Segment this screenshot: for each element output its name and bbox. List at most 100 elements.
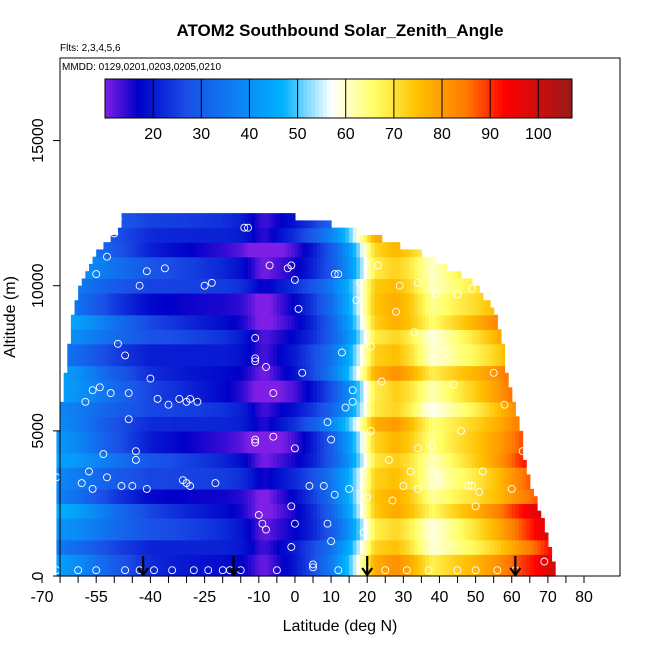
heatmap-cell [150,488,155,497]
heatmap-cell [186,467,191,475]
heatmap-cell [305,459,310,468]
heatmap-cell [197,474,202,483]
heatmap-cell [414,503,419,512]
heatmap-cell [461,430,466,439]
heatmap-cell [107,517,112,526]
heatmap-cell [197,481,202,490]
heatmap-cell [284,351,289,359]
heatmap-cell [298,488,303,497]
heatmap-cell [374,322,379,330]
heatmap-cell [128,525,133,534]
heatmap-cell [157,525,162,534]
heatmap-cell [320,358,325,367]
heatmap-cell [128,343,133,352]
heatmap-cell [56,532,61,541]
heatmap-cell [417,387,422,396]
heatmap-cell [374,358,379,367]
heatmap-cell [309,546,314,555]
heatmap-cell [88,322,94,330]
heatmap-cell [461,525,466,534]
heatmap-cell [273,336,278,345]
heatmap-cell [359,387,365,396]
heatmap-cell [432,445,437,454]
heatmap-cell [432,380,437,388]
heatmap-cell [182,510,188,519]
heatmap-cell [125,336,130,345]
heatmap-cell [121,517,126,526]
heatmap-cell [284,568,289,577]
heatmap-cell [356,358,361,367]
heatmap-cell [154,467,159,475]
heatmap-cell [204,503,209,512]
heatmap-cell [302,394,307,403]
heatmap-cell [74,438,79,446]
heatmap-cell [453,554,459,563]
heatmap-cell [85,539,90,548]
heatmap-cell [121,561,126,570]
heatmap-cell [172,336,177,345]
heatmap-cell [435,452,441,461]
heatmap-cell [432,409,437,417]
heatmap-cell [294,568,300,577]
heatmap-cell [182,554,188,563]
heatmap-cell [125,300,130,309]
heatmap-cell [464,322,469,330]
heatmap-cell [182,488,188,497]
heatmap-cell [103,503,108,512]
heatmap-cell [313,307,318,316]
heatmap-cell [482,423,488,432]
heatmap-cell [172,314,177,323]
heatmap-cell [446,546,451,555]
heatmap-cell [313,474,318,483]
heatmap-cell [508,532,513,541]
heatmap-cell [229,292,235,301]
heatmap-cell [461,459,466,468]
heatmap-cell [168,561,173,570]
heatmap-cell [121,474,126,483]
heatmap-cell [70,546,76,555]
heatmap-cell [92,525,97,534]
heatmap-cell [107,568,112,577]
heatmap-cell [219,300,224,309]
heatmap-cell [200,307,206,316]
heatmap-cell [135,532,141,541]
heatmap-cell [518,467,524,475]
heatmap-cell [114,416,119,425]
heatmap-cell [190,496,195,505]
heatmap-cell [388,481,394,490]
heatmap-cell [363,539,368,548]
heatmap-cell [247,409,253,417]
heatmap-cell [273,307,278,316]
heatmap-cell [269,372,274,381]
heatmap-cell [522,539,527,548]
heatmap-cell [60,423,65,432]
heatmap-cell [168,517,173,526]
heatmap-cell [175,351,180,359]
heatmap-cell [251,554,256,563]
heatmap-cell [294,474,300,483]
heatmap-cell [280,401,285,410]
heatmap-cell [74,394,79,403]
heatmap-cell [197,401,202,410]
heatmap-cell [316,525,321,534]
heatmap-cell [410,568,415,577]
heatmap-cell [497,554,502,563]
heatmap-cell [251,372,256,381]
heatmap-cell [74,430,79,439]
heatmap-cell [125,292,130,301]
heatmap-cell [493,416,498,425]
heatmap-cell [186,365,191,374]
heatmap-cell [385,568,390,577]
heatmap-cell [240,329,245,338]
heatmap-cell [154,474,159,483]
heatmap-cell [399,445,404,454]
heatmap-cell [450,452,455,461]
heatmap-cell [497,467,502,475]
heatmap-cell [406,525,412,534]
heatmap-cell [359,488,365,497]
heatmap-cell [334,336,339,345]
heatmap-cell [179,459,184,468]
heatmap-cell [298,394,303,403]
heatmap-cell [146,351,151,359]
heatmap-cell [490,474,495,483]
